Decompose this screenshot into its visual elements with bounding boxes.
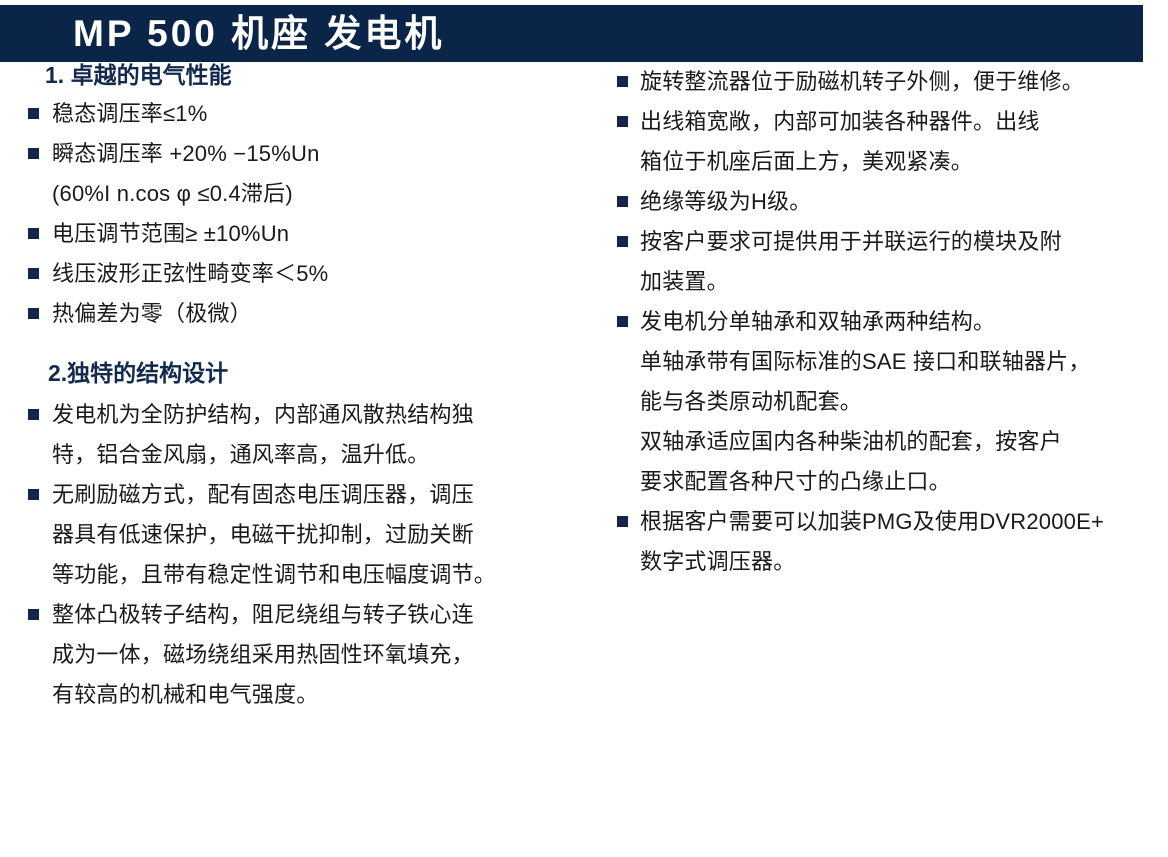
bullet-line: 线压波形正弦性畸变率＜5% [52, 261, 329, 287]
bullet-square-icon [617, 516, 628, 527]
bullet-line-cont: 特，铝合金风扇，通风率高，温升低。 [52, 441, 430, 467]
bullet-list: 稳态调压率≤1% 瞬态调压率 +20% −15%Un (60%I n.cos φ… [28, 94, 588, 334]
bullet-square-icon [617, 236, 628, 247]
bullet-list: 旋转整流器位于励磁机转子外侧，便于维修。 出线箱宽敞，内部可加装各种器件。出线 … [617, 62, 1157, 582]
list-item: 旋转整流器位于励磁机转子外侧，便于维修。 [617, 62, 1157, 102]
bullet-line-cont: 加装置。 [640, 269, 729, 294]
list-item: 稳态调压率≤1% [28, 94, 588, 134]
bullet-line-cont: 等功能，且带有稳定性调节和电压幅度调节。 [52, 561, 497, 587]
bullet-square-icon [28, 228, 39, 240]
bullet-square-icon [28, 408, 39, 420]
bullet-line: 整体凸极转子结构，阻尼绕组与转子铁心连 [52, 601, 474, 627]
list-item: 瞬态调压率 +20% −15%Un (60%I n.cos φ ≤0.4滞后) [28, 134, 588, 214]
bullet-square-icon [28, 268, 39, 280]
bullet-line: 稳态调压率≤1% [52, 101, 208, 127]
bullet-line: 发电机为全防护结构，内部通风散热结构独 [52, 401, 474, 427]
bullet-line-cont: (60%I n.cos φ ≤0.4滞后) [52, 181, 293, 207]
bullet-square-icon [28, 608, 39, 620]
bullet-line-cont: 双轴承适应国内各种柴油机的配套，按客户 [640, 429, 1062, 454]
bullet-line: 绝缘等级为H级。 [640, 189, 812, 214]
bullet-line-cont: 能与各类原动机配套。 [640, 389, 863, 414]
title-banner: MP 500 机座 发电机 [0, 5, 1143, 62]
bullet-line-cont: 单轴承带有国际标准的SAE 接口和联轴器片， [640, 349, 1091, 374]
list-item: 按客户要求可提供用于并联运行的模块及附 加装置。 [617, 222, 1157, 302]
page-title: MP 500 机座 发电机 [73, 13, 445, 54]
list-item: 发电机分单轴承和双轴承两种结构。 单轴承带有国际标准的SAE 接口和联轴器片， … [617, 302, 1157, 502]
right-column: 旋转整流器位于励磁机转子外侧，便于维修。 出线箱宽敞，内部可加装各种器件。出线 … [617, 62, 1157, 582]
list-item: 热偏差为零（极微） [28, 294, 588, 334]
bullet-line-cont: 箱位于机座后面上方，美观紧凑。 [640, 149, 974, 174]
list-item: 出线箱宽敞，内部可加装各种器件。出线 箱位于机座后面上方，美观紧凑。 [617, 102, 1157, 182]
bullet-square-icon [617, 116, 628, 127]
bullet-line: 出线箱宽敞，内部可加装各种器件。出线 [640, 109, 1040, 134]
bullet-square-icon [617, 316, 628, 327]
list-item: 绝缘等级为H级。 [617, 182, 1157, 222]
bullet-line-cont: 器具有低速保护，电磁干扰抑制，过励关断 [52, 521, 474, 547]
bullet-square-icon [28, 488, 39, 500]
section-heading: 2.独特的结构设计 [48, 360, 229, 387]
bullet-square-icon [28, 148, 39, 160]
bullet-square-icon [28, 108, 39, 120]
bullet-line: 发电机分单轴承和双轴承两种结构。 [640, 309, 996, 334]
bullet-line-cont: 要求配置各种尺寸的凸缘止口。 [640, 469, 951, 494]
bullet-line-cont: 数字式调压器。 [640, 549, 796, 574]
bullet-line: 无刷励磁方式，配有固态电压调压器，调压 [52, 481, 474, 507]
bullet-square-icon [617, 76, 628, 87]
content-columns: 1. 卓越的电气性能 稳态调压率≤1% 瞬态调压率 +20% −15%Un (6… [0, 62, 1168, 857]
bullet-line-cont: 成为一体，磁场绕组采用热固性环氧填充， [52, 641, 474, 667]
bullet-line: 热偏差为零（极微） [52, 301, 252, 327]
bullet-line: 旋转整流器位于励磁机转子外侧，便于维修。 [640, 69, 1085, 94]
left-column: 1. 卓越的电气性能 稳态调压率≤1% 瞬态调压率 +20% −15%Un (6… [28, 62, 588, 715]
list-item: 无刷励磁方式，配有固态电压调压器，调压 器具有低速保护，电磁干扰抑制，过励关断 … [28, 475, 588, 595]
section-electrical-performance: 1. 卓越的电气性能 稳态调压率≤1% 瞬态调压率 +20% −15%Un (6… [28, 62, 588, 334]
bullet-list: 发电机为全防护结构，内部通风散热结构独 特，铝合金风扇，通风率高，温升低。 无刷… [28, 395, 588, 715]
list-item: 发电机为全防护结构，内部通风散热结构独 特，铝合金风扇，通风率高，温升低。 [28, 395, 588, 475]
list-item: 电压调节范围≥ ±10%Un [28, 214, 588, 254]
section-structural-design: 2.独特的结构设计 发电机为全防护结构，内部通风散热结构独 特，铝合金风扇，通风… [28, 360, 588, 714]
section-heading: 1. 卓越的电气性能 [45, 62, 232, 88]
list-item: 线压波形正弦性畸变率＜5% [28, 254, 588, 294]
list-item: 根据客户需要可以加装PMG及使用DVR2000E+ 数字式调压器。 [617, 502, 1157, 582]
list-item: 整体凸极转子结构，阻尼绕组与转子铁心连 成为一体，磁场绕组采用热固性环氧填充， … [28, 595, 588, 715]
bullet-square-icon [28, 308, 39, 320]
bullet-line: 按客户要求可提供用于并联运行的模块及附 [640, 229, 1062, 254]
bullet-square-icon [617, 196, 628, 207]
bullet-line: 电压调节范围≥ ±10%Un [52, 221, 290, 247]
bullet-line: 瞬态调压率 +20% −15%Un [52, 141, 320, 167]
bullet-line-cont: 有较高的机械和电气强度。 [52, 681, 319, 707]
bullet-line: 根据客户需要可以加装PMG及使用DVR2000E+ [640, 509, 1105, 534]
